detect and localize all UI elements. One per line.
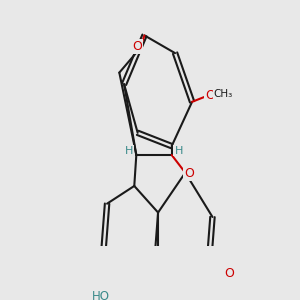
Text: CH₃: CH₃ <box>213 89 232 99</box>
Text: HO: HO <box>92 290 110 300</box>
Text: O: O <box>132 40 142 53</box>
Text: O: O <box>224 267 234 280</box>
Text: H: H <box>174 146 183 155</box>
Text: H: H <box>125 146 134 155</box>
Text: O: O <box>205 89 215 102</box>
Text: O: O <box>184 167 194 180</box>
